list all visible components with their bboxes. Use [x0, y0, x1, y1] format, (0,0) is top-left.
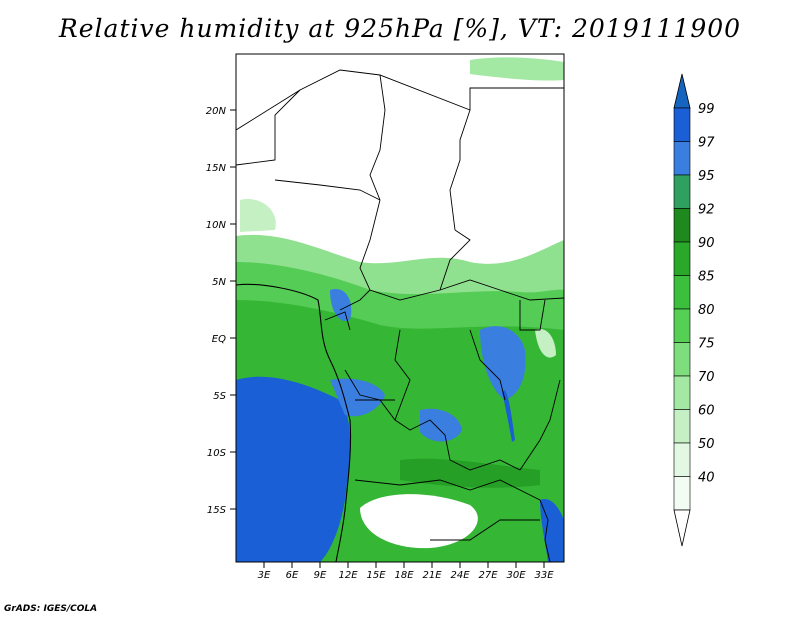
colorbar-segment — [673, 476, 691, 511]
colorbar-segment — [673, 107, 691, 142]
humidity-area-60-nw — [240, 199, 276, 232]
colorbar-segment — [673, 409, 691, 444]
colorbar-segment — [673, 342, 691, 377]
colorbar-segment — [673, 241, 691, 276]
map-frame — [235, 53, 565, 563]
lon-tick-18e: 18E — [394, 570, 414, 581]
lon-tick-9e: 9E — [314, 570, 327, 581]
colorbar-label: 92 — [698, 203, 715, 218]
lon-ticks: 3E 6E 9E 12E 15E 18E 21E 24E 27E 30E 33E — [258, 562, 554, 581]
colorbar-top-cap — [673, 73, 691, 109]
humidity-area-97-east — [480, 326, 526, 400]
colorbar-bottom-cap — [673, 509, 691, 547]
lon-tick-27e: 27E — [478, 570, 498, 581]
lat-tick-15s: 15S — [207, 505, 227, 516]
humidity-area-97-gabon — [330, 289, 352, 322]
lon-tick-21e: 21E — [422, 570, 442, 581]
colorbar-label: 85 — [698, 270, 715, 285]
colorbar-label: 97 — [698, 136, 715, 151]
colorbar-segment — [673, 375, 691, 410]
humidity-area-97-central — [420, 408, 462, 442]
colorbar-label: 80 — [698, 303, 715, 318]
colorbar-segment — [673, 141, 691, 176]
lon-tick-24e: 24E — [450, 570, 470, 581]
colorbar-label: 40 — [698, 471, 715, 486]
lon-tick-15e: 15E — [366, 570, 386, 581]
humidity-area-75-north — [470, 57, 564, 81]
lat-tick-20n: 20N — [206, 106, 227, 117]
colorbar-segment — [673, 308, 691, 343]
coastline — [236, 283, 352, 562]
dry-area-south — [360, 494, 478, 549]
colorbar-label: 75 — [698, 337, 715, 352]
lat-tick-eq: EQ — [212, 334, 226, 345]
lat-tick-15n: 15N — [206, 163, 227, 174]
credit-text: GrADS: IGES/COLA — [4, 604, 98, 614]
lon-tick-33e: 33E — [534, 570, 554, 581]
lon-tick-3e: 3E — [258, 570, 271, 581]
map-title: Relative humidity at 925hPa [%], VT: 201… — [58, 14, 742, 43]
lat-tick-10n: 10N — [206, 220, 227, 231]
lon-tick-12e: 12E — [338, 570, 358, 581]
lat-tick-5s: 5S — [213, 391, 226, 402]
lat-ticks: 20N 15N 10N 5N EQ 5S 10S 15S — [206, 106, 236, 516]
humidity-field — [236, 54, 564, 562]
colorbar-label: 60 — [698, 404, 715, 419]
colorbar: 99 97 95 92 90 85 80 75 70 60 50 40 — [673, 73, 715, 547]
colorbar-segment — [673, 275, 691, 310]
humidity-area-99-ocean — [236, 376, 350, 562]
colorbar-label: 99 — [698, 102, 715, 117]
colorbar-label: 95 — [698, 169, 715, 184]
colorbar-segment — [673, 208, 691, 243]
colorbar-label: 70 — [698, 370, 715, 385]
lat-tick-10s: 10S — [207, 448, 227, 459]
colorbar-segment — [673, 174, 691, 209]
lon-tick-6e: 6E — [286, 570, 299, 581]
humidity-area-60-east — [535, 329, 556, 358]
colorbar-label: 90 — [698, 236, 715, 251]
lake-tanganyika — [502, 390, 515, 442]
lon-tick-30e: 30E — [506, 570, 526, 581]
colorbar-segment — [673, 442, 691, 477]
country-borders — [236, 69, 564, 562]
lat-tick-5n: 5N — [212, 277, 226, 288]
humidity-area-97-coast — [330, 378, 385, 417]
colorbar-label: 50 — [698, 437, 715, 452]
